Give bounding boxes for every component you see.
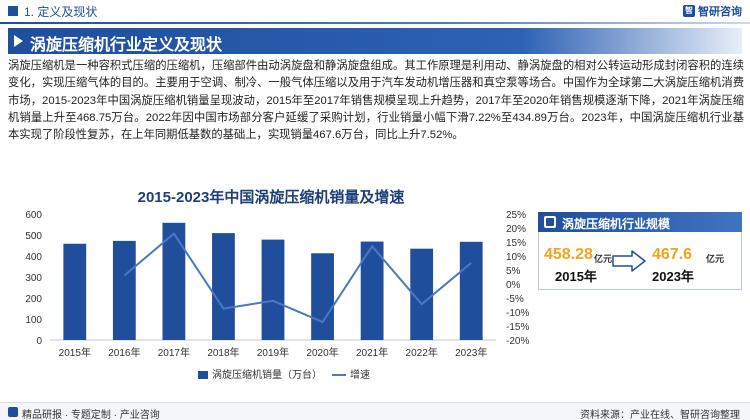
- brand-mark-icon: 智: [683, 5, 695, 17]
- chart-bar: [311, 253, 334, 340]
- kpi-title: 涡旋压缩机行业规模: [562, 217, 671, 231]
- x-tick-label: 2016年: [108, 346, 140, 359]
- kpi-right-unit: 亿元: [706, 254, 725, 264]
- chart-icon: [544, 216, 556, 228]
- y-right-tick-label: 0%: [506, 280, 521, 291]
- footer-source: 资料来源：产业在线、智研咨询整理: [580, 410, 740, 420]
- x-tick-label: 2020年: [306, 346, 338, 359]
- y-right-tick-label: -5%: [506, 294, 524, 305]
- description-paragraph: 涡旋压缩机是一种容积式压缩的压缩机，压缩部件由动涡旋盘和静涡旋盘组成。其工作原理…: [8, 60, 744, 142]
- kpi-right-year: 2023年: [652, 269, 694, 284]
- header-divider: [0, 22, 750, 24]
- y-right-tick-label: 15%: [506, 238, 526, 249]
- x-tick-label: 2017年: [158, 346, 190, 359]
- brand-name: 智研咨询: [698, 6, 742, 18]
- sales-chart: 0 100 200 300 400 500 600 -20% -15% -10% -5% 0% 5% 10…: [25, 210, 529, 381]
- chart-bar: [360, 241, 384, 340]
- brand-logo[interactable]: 智 智研咨询: [683, 3, 742, 19]
- arrow-right-icon: [612, 250, 646, 272]
- kpi-left-unit: 亿元: [594, 254, 613, 264]
- x-tick-label: 2015年: [59, 346, 91, 359]
- brand-small-icon: [8, 407, 18, 417]
- y-left-tick-label: 0: [36, 336, 42, 347]
- y-left-tick-label: 100: [25, 315, 42, 326]
- x-tick-label: 2019年: [257, 346, 289, 359]
- x-tick-label: 2023年: [455, 346, 487, 359]
- y-right-tick-label: 20%: [506, 224, 526, 235]
- kpi-left-year: 2015年: [555, 269, 597, 284]
- chart-bar: [459, 241, 483, 340]
- legend-bar-label: 涡旋压缩机销量（万台）: [212, 368, 322, 381]
- chart-bar: [410, 248, 434, 340]
- top-header: 1. 定义及现状 智 智研咨询: [0, 0, 750, 22]
- kpi-card-header: 涡旋压缩机行业规模: [538, 212, 742, 232]
- growth-line: [123, 232, 472, 324]
- y-right-tick-label: -10%: [506, 308, 529, 319]
- page-title: 涡旋压缩机行业定义及现状: [30, 37, 223, 54]
- y-right-tick-label: -15%: [506, 322, 529, 333]
- y-left-tick-label: 400: [25, 252, 42, 263]
- play-arrow-icon: [14, 35, 23, 47]
- y-left-tick-label: 500: [25, 231, 42, 242]
- x-tick-label: 2018年: [207, 346, 239, 359]
- x-tick-label: 2021年: [356, 346, 388, 359]
- y-right-tick-label: -20%: [506, 336, 529, 347]
- chart-bar: [162, 222, 186, 340]
- footer: 精品研报 · 专题定制 · 产业咨询 资料来源：产业在线、智研咨询整理: [0, 402, 750, 420]
- legend-line-label: 增速: [350, 368, 370, 381]
- chart-bar: [261, 239, 285, 340]
- legend-bar-swatch: [198, 371, 208, 379]
- x-tick-label: 2022年: [406, 346, 438, 359]
- footer-tagline: 精品研报 · 专题定制 · 产业咨询: [22, 410, 160, 420]
- y-left-tick-label: 300: [25, 273, 42, 284]
- section-marker-icon: [8, 6, 18, 16]
- y-right-tick-label: 25%: [506, 210, 526, 221]
- chart-bar: [112, 240, 136, 340]
- y-left-tick-label: 200: [25, 294, 42, 305]
- page-title-bar: 涡旋压缩机行业定义及现状: [8, 28, 742, 54]
- chart-bar: [63, 243, 87, 340]
- section-label: 1. 定义及现状: [24, 5, 98, 19]
- y-left-tick-label: 600: [25, 210, 42, 221]
- chart-bar: [212, 233, 235, 340]
- kpi-right-value: 467.6: [652, 246, 693, 263]
- kpi-left-value: 458.28: [544, 246, 593, 263]
- y-right-tick-label: 10%: [506, 252, 526, 263]
- y-right-tick-label: 5%: [506, 266, 521, 277]
- chart-title: 2015-2023年中国涡旋压缩机销量及增速: [137, 189, 405, 206]
